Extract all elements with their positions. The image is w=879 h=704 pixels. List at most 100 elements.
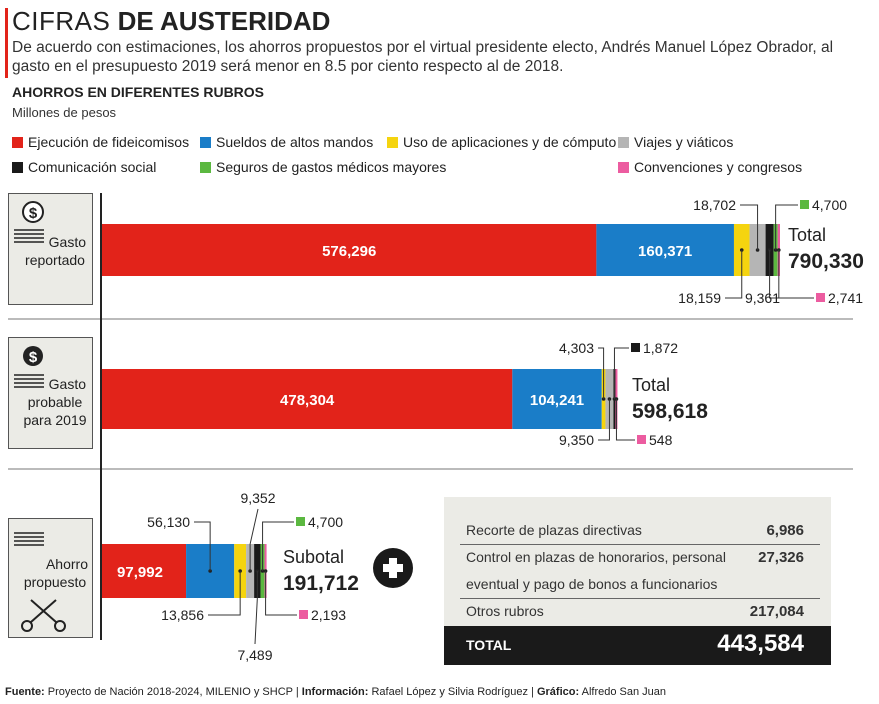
callout-leader bbox=[778, 250, 814, 299]
callout-leader bbox=[615, 399, 635, 441]
bar-segment bbox=[102, 224, 597, 276]
summary-row-label: Recorte de plazas directivas bbox=[466, 522, 642, 538]
subtitle: De acuerdo con estimaciones, los ahorros… bbox=[12, 39, 834, 75]
summary-row-value: 6,986 bbox=[766, 522, 804, 539]
summary-row-label: eventual y pago de bonos a funcionarios bbox=[466, 576, 718, 592]
bar-value-label: 478,304 bbox=[280, 392, 335, 409]
legend-item-sueldos: Sueldos de altos mandos bbox=[200, 134, 373, 150]
row-label-reportado: Gasto reportado bbox=[20, 233, 90, 269]
document-lines-icon bbox=[14, 229, 44, 243]
legend-label: Comunicación social bbox=[28, 159, 157, 175]
legend-item-aplicaciones: Uso de aplicaciones y de cómputo bbox=[387, 134, 616, 150]
callout-label: 9,350 bbox=[559, 432, 594, 448]
summary-row-value: 27,326 bbox=[758, 549, 804, 566]
footer-separator: | bbox=[295, 686, 299, 698]
total-value: 790,330 bbox=[788, 250, 864, 273]
callout-leader bbox=[775, 204, 798, 250]
legend-swatch bbox=[387, 136, 398, 148]
document-lines-icon bbox=[14, 532, 44, 546]
callout-label: 548 bbox=[649, 432, 673, 448]
callout-label: 4,303 bbox=[559, 340, 594, 356]
row-label-probable: Gasto probable para 2019 bbox=[20, 375, 90, 429]
summary-row-label: Control en plazas de honorarios, persona… bbox=[466, 549, 726, 565]
row-label-box-probable bbox=[8, 337, 93, 449]
footer-grafico-text: Alfredo San Juan bbox=[581, 686, 666, 698]
dollar-coin-icon: $ bbox=[23, 346, 43, 366]
bar-segment bbox=[102, 544, 187, 598]
callout-label: 9,361 bbox=[745, 290, 780, 306]
footer: Fuente: Proyecto de Nación 2018-2024, MI… bbox=[5, 686, 666, 698]
callout-leader bbox=[265, 571, 297, 616]
footer-info-text: Rafael López y Silvia Rodríguez bbox=[371, 686, 528, 698]
callout-label: 4,700 bbox=[812, 197, 847, 213]
callout-label: 18,702 bbox=[693, 197, 736, 213]
callout-square bbox=[637, 435, 646, 444]
title-bold: DE AUSTERIDAD bbox=[117, 6, 331, 36]
footer-fuente-label: Fuente: bbox=[5, 686, 45, 698]
callouts-layer: 18,702 4,700 18,159 9,361 2,741 4,303 1,872 9,3… bbox=[147, 197, 864, 663]
units-label: Millones de pesos bbox=[12, 105, 117, 120]
callout-square bbox=[631, 343, 640, 352]
legend-swatch bbox=[200, 161, 211, 173]
row-label-line: para 2019 bbox=[23, 412, 87, 428]
callout-label: 2,741 bbox=[828, 290, 863, 306]
legend-label: Viajes y viáticos bbox=[634, 134, 734, 150]
legend-swatch bbox=[12, 161, 23, 173]
callout-square bbox=[299, 610, 308, 619]
total-value: 598,618 bbox=[632, 400, 708, 423]
legend-swatch bbox=[200, 136, 211, 148]
legend-item-fideicomisos: Ejecución de fideicomisos bbox=[12, 134, 189, 150]
row-label-ahorro: Ahorro propuesto bbox=[18, 555, 92, 591]
total-label: Total bbox=[632, 375, 670, 395]
bar-segment bbox=[596, 224, 734, 276]
summary-divider bbox=[460, 544, 820, 545]
title-thin: CIFRAS bbox=[12, 6, 111, 36]
dollar-coin-icon: $ bbox=[22, 201, 44, 223]
callout-leader bbox=[249, 508, 259, 571]
callout-leader bbox=[598, 347, 605, 399]
callout-label: 9,352 bbox=[240, 490, 275, 506]
legend-label: Ejecución de fideicomisos bbox=[28, 134, 190, 150]
bar-value-label: 160,371 bbox=[638, 243, 692, 260]
callout-label: 18,159 bbox=[678, 290, 721, 306]
legend-label: Uso de aplicaciones y de cómputo bbox=[403, 134, 617, 150]
callout-leader bbox=[262, 521, 294, 571]
bar-value-label: 576,296 bbox=[322, 243, 376, 260]
summary-total-label: TOTAL bbox=[466, 637, 512, 653]
total-label: Total bbox=[788, 225, 826, 245]
summary-total-bar bbox=[444, 626, 831, 665]
footer-grafico-label: Gráfico: bbox=[536, 686, 580, 698]
callout-leader bbox=[194, 521, 211, 571]
page-title: CIFRAS DE AUSTERIDAD bbox=[12, 6, 330, 36]
row-label-line: reportado bbox=[25, 252, 85, 268]
summary-row-label: Otros rubros bbox=[466, 603, 544, 619]
legend-swatch bbox=[618, 161, 629, 173]
title-accent-bar bbox=[5, 8, 8, 78]
callout-label: 56,130 bbox=[147, 514, 190, 530]
section-heading: AHORROS EN DIFERENTES RUBROS bbox=[12, 84, 265, 100]
footer-fuente-text: Proyecto de Nación 2018-2024, MILENIO y … bbox=[47, 686, 293, 698]
bar-segment bbox=[102, 369, 513, 429]
callout-leader bbox=[725, 250, 743, 299]
callout-leader bbox=[613, 347, 629, 399]
legend-label: Seguros de gastos médicos mayores bbox=[216, 159, 447, 175]
legend-item-seguros: Seguros de gastos médicos mayores bbox=[200, 159, 446, 175]
document-lines-icon bbox=[14, 374, 44, 388]
legend-item-convenciones: Convenciones y congresos bbox=[618, 159, 802, 175]
callout-square bbox=[296, 517, 305, 526]
callout-leader bbox=[598, 399, 610, 441]
footer-info-label: Información: bbox=[301, 686, 369, 698]
row-label-line: Gasto bbox=[48, 234, 86, 250]
legend-item-viajes: Viajes y viáticos bbox=[618, 134, 733, 150]
bar-value-label: 97,992 bbox=[117, 564, 163, 581]
callout-label: 13,856 bbox=[161, 607, 204, 623]
svg-text:$: $ bbox=[29, 205, 38, 222]
legend-label: Sueldos de altos mandos bbox=[216, 134, 374, 150]
callout-leader bbox=[740, 204, 759, 250]
callout-square bbox=[800, 200, 809, 209]
bar-segment bbox=[512, 369, 602, 429]
row-label-line: Gasto bbox=[48, 376, 86, 392]
row-label-line: Ahorro bbox=[45, 556, 88, 572]
callout-label: 7,489 bbox=[237, 647, 272, 663]
